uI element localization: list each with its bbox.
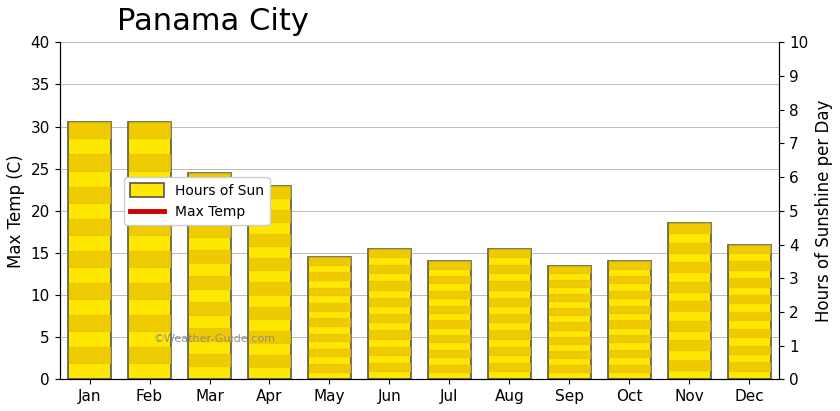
Bar bbox=[488, 249, 531, 379]
Bar bbox=[248, 185, 291, 379]
Y-axis label: Max Temp (C): Max Temp (C) bbox=[7, 154, 25, 268]
Bar bbox=[607, 261, 651, 379]
Bar bbox=[428, 261, 471, 379]
Bar bbox=[548, 266, 591, 379]
Bar bbox=[128, 122, 171, 379]
Text: ©Weather-Guide.com: ©Weather-Guide.com bbox=[153, 334, 276, 344]
Bar bbox=[368, 249, 411, 379]
Bar bbox=[727, 245, 771, 379]
Bar bbox=[188, 173, 231, 379]
Bar bbox=[307, 257, 351, 379]
Bar bbox=[68, 122, 111, 379]
Legend: Hours of Sun, Max Temp: Hours of Sun, Max Temp bbox=[124, 177, 270, 225]
Y-axis label: Hours of Sunshine per Day: Hours of Sunshine per Day bbox=[815, 99, 833, 322]
Bar bbox=[668, 224, 711, 379]
Text: Panama City: Panama City bbox=[117, 7, 309, 35]
